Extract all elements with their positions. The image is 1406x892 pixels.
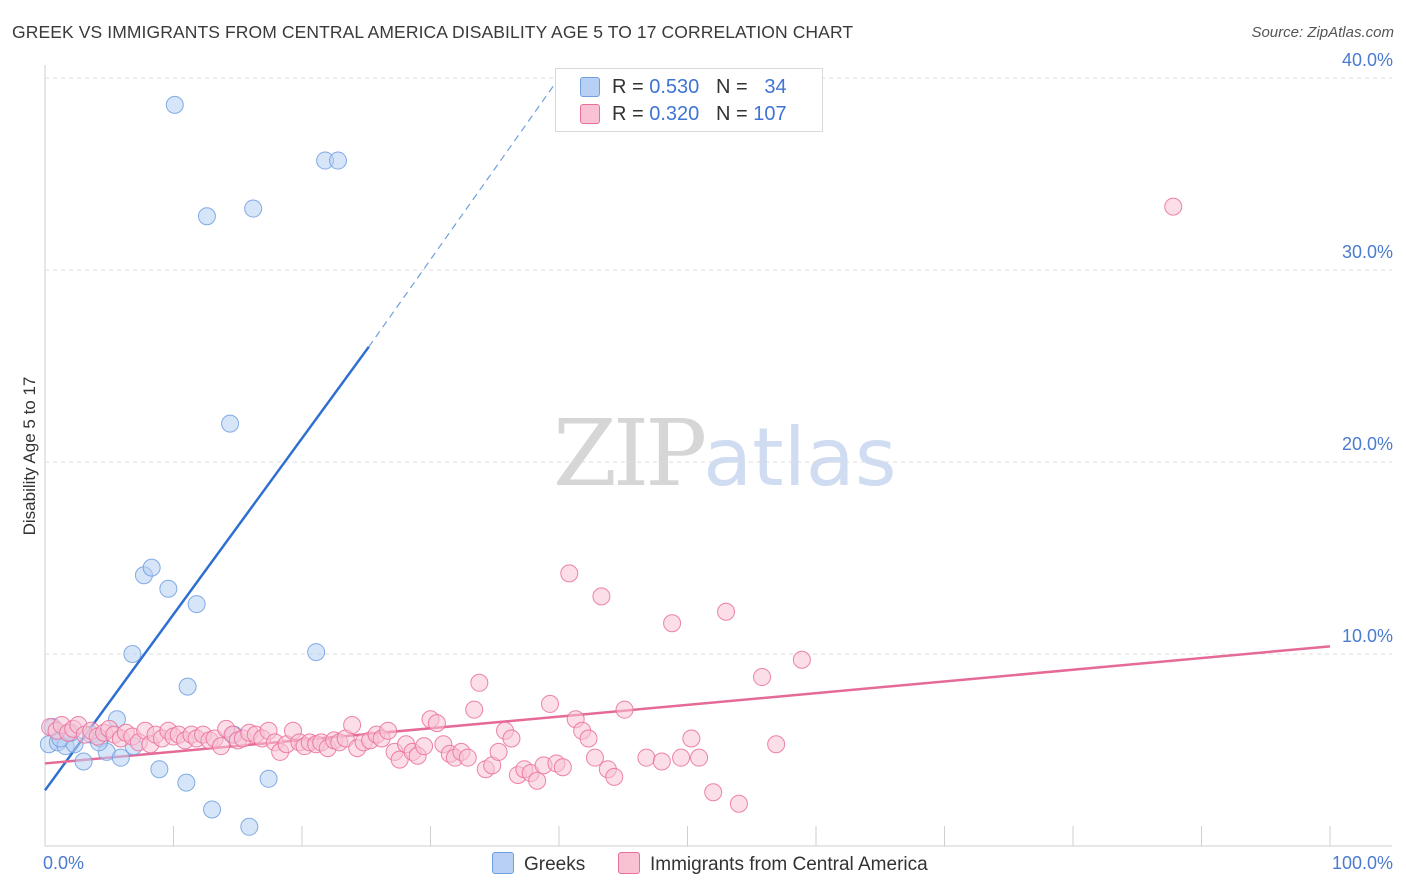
greeks-point: [244, 199, 263, 218]
central-america-point: [343, 716, 362, 735]
legend-r-label: R =: [612, 76, 650, 98]
greeks-point: [240, 817, 259, 836]
bottom-legend-label-central-america: Immigrants from Central America: [650, 854, 928, 875]
greeks-point: [178, 677, 197, 696]
chart-title: GREEK VS IMMIGRANTS FROM CENTRAL AMERICA…: [12, 22, 854, 42]
legend-n-value-central-america: 107: [753, 103, 787, 125]
y-tick-label: 30.0%: [1342, 242, 1393, 262]
y-tick-label: 10.0%: [1342, 626, 1393, 646]
central-america-point: [792, 650, 811, 669]
x-tick-label: 0.0%: [43, 853, 84, 873]
watermark-zip: ZIP: [553, 400, 707, 507]
legend-swatch-central-america: [580, 104, 600, 124]
greeks-point: [307, 643, 326, 662]
bottom-legend-swatch-greeks: [492, 852, 514, 874]
y-tick-label: 40.0%: [1342, 50, 1393, 70]
greeks-trend-line: [43, 346, 370, 792]
greeks-point: [165, 95, 184, 114]
central-america-point: [502, 729, 521, 748]
central-america-point: [592, 587, 611, 606]
correlation-legend: R = 0.530 N = 34 R = 0.320 N = 107: [555, 68, 823, 132]
greeks-point: [203, 800, 222, 819]
watermark-atlas: atlas: [703, 411, 897, 504]
axes: [44, 65, 1392, 847]
central-america-point: [579, 729, 598, 748]
greeks-point: [123, 645, 142, 663]
central-america-point: [729, 794, 748, 813]
central-america-point: [470, 673, 489, 692]
grid-lines: [45, 77, 1392, 655]
central-america-point: [379, 721, 398, 740]
central-america-point: [465, 700, 484, 719]
x-tick-label: 100.0%: [1332, 853, 1393, 873]
greeks-point: [159, 579, 178, 598]
central-america-point: [528, 771, 547, 790]
y-axis-label: Disability Age 5 to 17: [20, 377, 39, 536]
greeks-point: [197, 207, 216, 226]
legend-n-label: N =: [715, 103, 754, 125]
greeks-point: [111, 748, 130, 767]
greeks-point: [142, 558, 161, 577]
central-america-point: [637, 748, 656, 767]
legend-swatch-greeks: [580, 77, 600, 97]
central-america-point: [560, 564, 579, 583]
central-america-point: [704, 783, 723, 802]
greeks-trend-extension: [368, 77, 560, 348]
central-america-point: [458, 748, 477, 767]
legend-n-value-greeks: 34: [764, 76, 787, 98]
central-america-point: [585, 748, 604, 767]
bottom-legend-greeks: Greeks: [492, 852, 585, 876]
central-america-point: [427, 714, 446, 733]
central-america-point: [672, 748, 691, 767]
central-america-point: [652, 752, 671, 771]
greeks-point: [150, 760, 169, 779]
central-america-point: [717, 602, 736, 621]
central-america-point: [690, 748, 709, 767]
central-america-point: [615, 700, 634, 719]
bottom-legend-swatch-central-america: [618, 852, 640, 874]
greeks-point: [328, 151, 347, 170]
legend-r-value-central-america: 0.320: [649, 103, 700, 125]
greeks-point: [259, 769, 278, 788]
central-america-point: [489, 742, 508, 761]
central-america-point: [212, 737, 231, 756]
greeks-point: [74, 752, 93, 771]
greeks-point: [177, 773, 196, 792]
bottom-legend-central-america: Immigrants from Central America: [618, 852, 928, 876]
central-america-point: [663, 614, 682, 633]
central-america-point: [682, 729, 701, 748]
data-points: [39, 95, 1183, 836]
tick-labels: 10.0% 20.0% 30.0% 40.0% 0.0% 100.0%: [43, 50, 1393, 873]
legend-r-value-greeks: 0.530: [649, 76, 700, 98]
chart-source: Source: ZipAtlas.com: [1251, 24, 1394, 41]
legend-r-label: R =: [612, 103, 650, 125]
bottom-legend-label-greeks: Greeks: [524, 854, 586, 875]
central-america-point: [553, 758, 572, 777]
trend-lines: [43, 77, 1331, 792]
central-america-point: [767, 735, 786, 754]
central-america-point: [415, 737, 434, 756]
central-america-point: [541, 694, 560, 713]
y-tick-label: 20.0%: [1342, 434, 1393, 454]
greeks-point: [221, 414, 240, 433]
zipatlas-watermark: ZIPatlas: [553, 400, 897, 507]
central-america-point: [1164, 197, 1183, 216]
greeks-point: [187, 595, 206, 614]
central-america-point: [605, 767, 624, 786]
central-america-point: [753, 668, 772, 687]
legend-n-label: N =: [715, 76, 754, 98]
